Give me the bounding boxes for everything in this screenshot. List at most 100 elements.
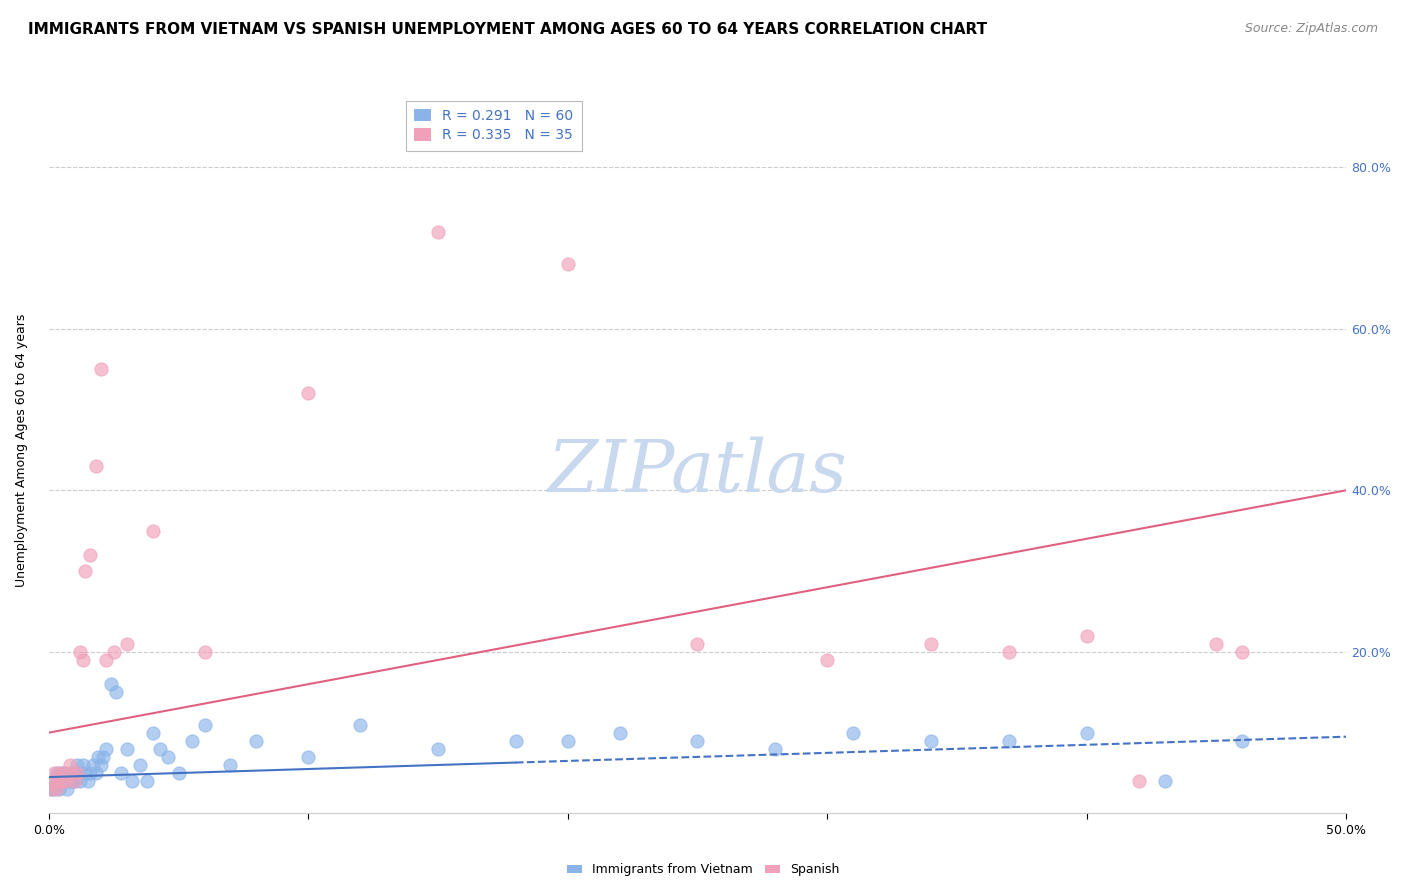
Point [427, 741, 450, 756]
Point [45, 774, 67, 789]
Point [142, 524, 165, 538]
Point [45, 766, 67, 780]
Point [66, 766, 89, 780]
Point [149, 741, 172, 756]
Point [427, 225, 450, 239]
Point [48, 766, 70, 780]
Point [557, 733, 579, 747]
Point [349, 717, 371, 731]
Point [1076, 725, 1098, 739]
Point [90, 362, 112, 376]
Point [60, 766, 83, 780]
Point [998, 733, 1021, 747]
Point [82, 758, 104, 772]
Point [79, 548, 101, 562]
Point [193, 645, 215, 659]
Point [842, 725, 865, 739]
Point [79, 766, 101, 780]
Point [686, 637, 709, 651]
Point [42, 766, 65, 780]
Text: ZIPatlas: ZIPatlas [548, 436, 848, 507]
Point [998, 645, 1021, 659]
Point [920, 733, 942, 747]
Point [42, 782, 65, 797]
Point [45, 782, 67, 797]
Point [87, 750, 110, 764]
Point [1232, 733, 1254, 747]
Point [41, 782, 63, 797]
Point [91, 750, 114, 764]
Point [90, 758, 112, 772]
Point [100, 677, 122, 691]
Point [42, 774, 65, 789]
Point [56, 774, 79, 789]
Point [60, 774, 83, 789]
Point [110, 766, 132, 780]
Point [193, 717, 215, 731]
Point [297, 750, 319, 764]
Point [48, 774, 70, 789]
Point [84, 458, 107, 473]
Point [103, 645, 125, 659]
Point [56, 782, 79, 797]
Point [66, 766, 89, 780]
Point [51, 774, 73, 789]
Point [297, 386, 319, 401]
Point [115, 637, 138, 651]
Point [105, 685, 128, 699]
Point [609, 725, 631, 739]
Point [219, 758, 242, 772]
Point [53, 766, 76, 780]
Point [1205, 637, 1227, 651]
Point [72, 758, 94, 772]
Point [121, 774, 143, 789]
Y-axis label: Unemployment Among Ages 60 to 64 years: Unemployment Among Ages 60 to 64 years [15, 313, 28, 587]
Point [686, 733, 709, 747]
Point [53, 766, 76, 780]
Point [42, 774, 65, 789]
Point [58, 766, 80, 780]
Point [1128, 774, 1150, 789]
Point [1232, 645, 1254, 659]
Point [75, 564, 97, 578]
Point [167, 766, 190, 780]
Point [920, 637, 942, 651]
Point [66, 758, 89, 772]
Point [58, 774, 80, 789]
Point [41, 782, 63, 797]
Point [763, 741, 786, 756]
Point [53, 774, 76, 789]
Point [72, 653, 94, 667]
Point [75, 766, 97, 780]
Legend: Immigrants from Vietnam, Spanish: Immigrants from Vietnam, Spanish [561, 858, 845, 881]
Point [63, 774, 86, 789]
Point [51, 766, 73, 780]
Point [84, 766, 107, 780]
Point [69, 774, 91, 789]
Point [45, 774, 67, 789]
Text: IMMIGRANTS FROM VIETNAM VS SPANISH UNEMPLOYMENT AMONG AGES 60 TO 64 YEARS CORREL: IMMIGRANTS FROM VIETNAM VS SPANISH UNEMP… [28, 22, 987, 37]
Point [51, 774, 73, 789]
Point [128, 758, 150, 772]
Point [56, 774, 79, 789]
Point [557, 257, 579, 271]
Point [58, 758, 80, 772]
Point [815, 653, 838, 667]
Point [1076, 629, 1098, 643]
Point [94, 741, 117, 756]
Point [136, 774, 159, 789]
Point [505, 733, 527, 747]
Point [63, 774, 86, 789]
Point [76, 774, 98, 789]
Point [69, 645, 91, 659]
Text: Source: ZipAtlas.com: Source: ZipAtlas.com [1244, 22, 1378, 36]
Point [63, 766, 86, 780]
Point [245, 733, 267, 747]
Point [1153, 774, 1175, 789]
Legend: R = 0.291   N = 60, R = 0.335   N = 35: R = 0.291 N = 60, R = 0.335 N = 35 [406, 101, 582, 151]
Point [157, 750, 180, 764]
Point [142, 725, 165, 739]
Point [94, 653, 117, 667]
Point [180, 733, 202, 747]
Point [115, 741, 138, 756]
